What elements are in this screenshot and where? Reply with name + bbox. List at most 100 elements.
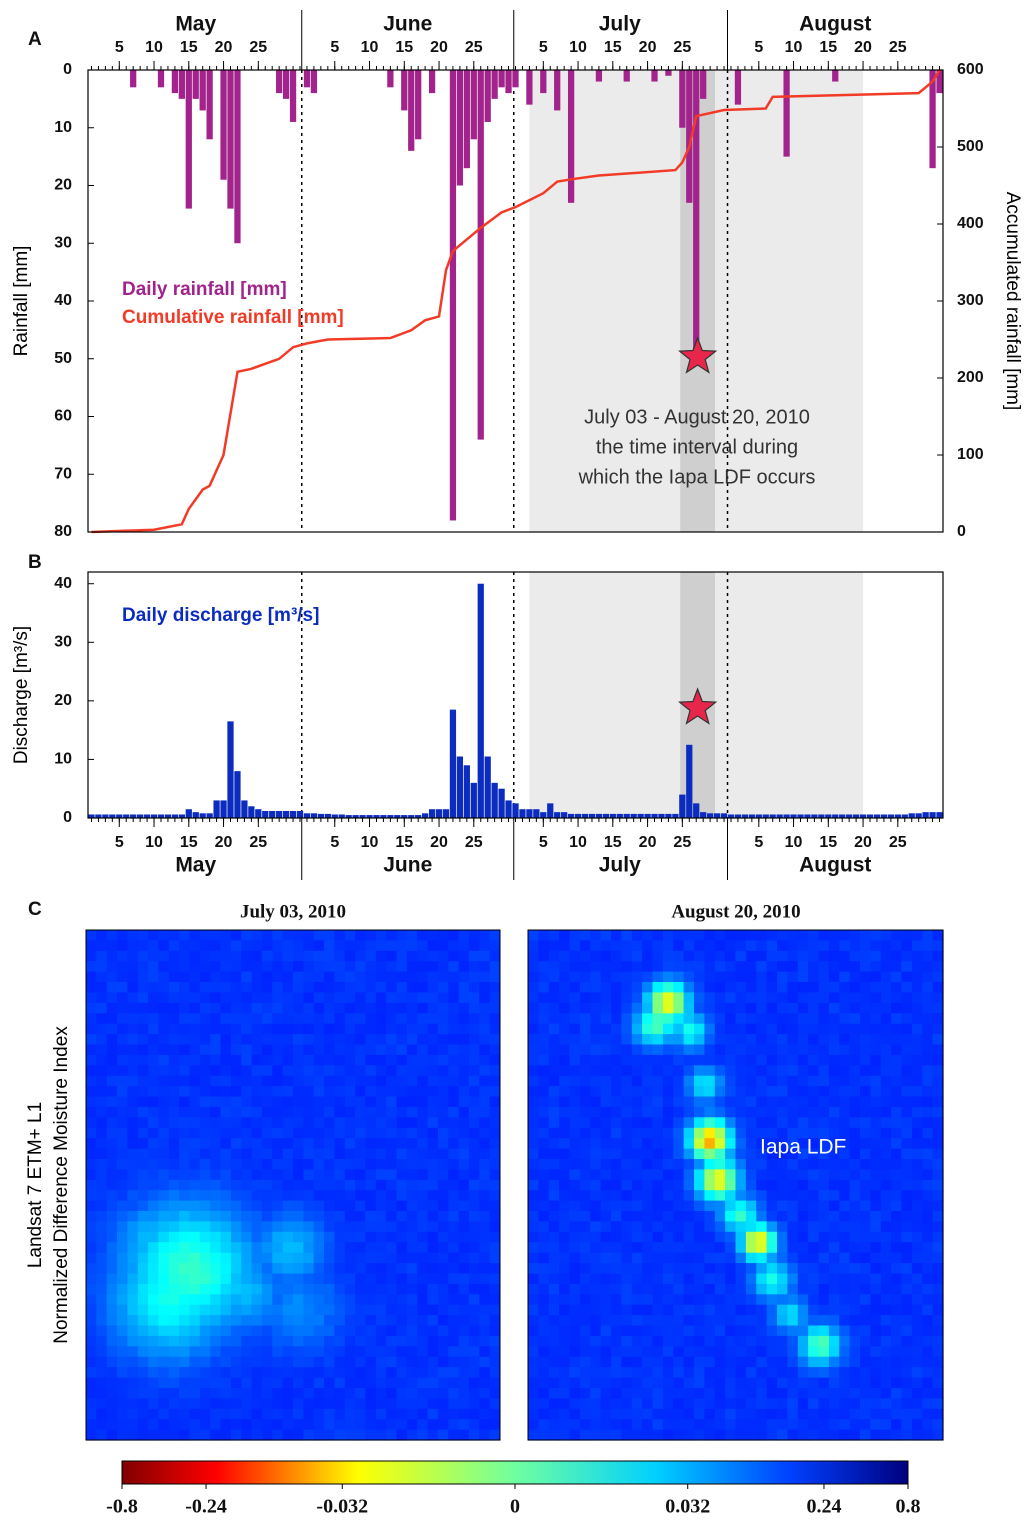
heatmap-pixel xyxy=(850,1201,861,1212)
heatmap-pixel xyxy=(580,1367,591,1378)
heatmap-pixel xyxy=(756,972,767,983)
heatmap-pixel xyxy=(148,1232,159,1243)
heatmap-pixel xyxy=(933,961,944,972)
heatmap-pixel xyxy=(933,1367,944,1378)
heatmap-pixel xyxy=(736,1013,747,1024)
heatmap-pixel xyxy=(736,1378,747,1389)
heatmap-pixel xyxy=(933,1107,944,1118)
heatmap-pixel xyxy=(912,1409,923,1420)
heatmap-pixel xyxy=(169,1430,180,1441)
heatmap-pixel xyxy=(200,992,211,1003)
heatmap-pixel xyxy=(549,1169,560,1180)
bar xyxy=(505,800,511,818)
heatmap-pixel xyxy=(210,1346,221,1357)
heatmap-pixel xyxy=(459,1159,470,1170)
heatmap-pixel xyxy=(490,1013,501,1024)
heatmap-pixel xyxy=(200,1003,211,1014)
heatmap-pixel xyxy=(469,1045,480,1056)
heatmap-pixel xyxy=(902,940,913,951)
heatmap-pixel xyxy=(241,1305,252,1316)
heatmap-pixel xyxy=(448,1128,459,1139)
heatmap-pixel xyxy=(210,1201,221,1212)
heatmap-pixel xyxy=(158,1086,169,1097)
heatmap-pixel xyxy=(107,1398,118,1409)
bar xyxy=(457,757,463,819)
heatmap-pixel xyxy=(933,1169,944,1180)
heatmap-pixel xyxy=(438,1201,449,1212)
heatmap-pixel xyxy=(355,1242,366,1253)
heatmap-pixel xyxy=(684,1097,695,1108)
heatmap-pixel xyxy=(787,1211,798,1222)
heatmap-pixel xyxy=(528,1190,539,1201)
heatmap-pixel xyxy=(590,1024,601,1035)
heatmap-pixel xyxy=(117,1284,128,1295)
heatmap-pixel xyxy=(231,1263,242,1274)
heatmap-pixel xyxy=(386,1097,397,1108)
heatmap-pixel xyxy=(819,951,830,962)
heatmap-pixel xyxy=(912,1430,923,1441)
heatmap-pixel xyxy=(673,1274,684,1285)
heatmap-pixel xyxy=(756,961,767,972)
heatmap-pixel xyxy=(107,1419,118,1430)
heatmap-pixel xyxy=(829,1086,840,1097)
heatmap-pixel xyxy=(355,1232,366,1243)
month-label: May xyxy=(175,13,216,36)
heatmap-pixel xyxy=(580,1398,591,1409)
heatmap-pixel xyxy=(756,1274,767,1285)
heatmap-pixel xyxy=(448,1430,459,1441)
heatmap-pixel xyxy=(293,1159,304,1170)
heatmap-pixel xyxy=(417,1336,428,1347)
heatmap-pixel xyxy=(819,1326,830,1337)
heatmap-pixel xyxy=(365,940,376,951)
heatmap-pixel xyxy=(96,1305,107,1316)
heatmap-pixel xyxy=(148,1305,159,1316)
heatmap-pixel xyxy=(767,1346,778,1357)
heatmap-pixel xyxy=(293,1117,304,1128)
heatmap-pixel xyxy=(117,930,128,941)
heatmap-pixel xyxy=(127,1045,138,1056)
heatmap-pixel xyxy=(210,1263,221,1274)
heatmap-pixel xyxy=(365,1190,376,1201)
heatmap-pixel xyxy=(231,1003,242,1014)
heatmap-pixel xyxy=(479,1003,490,1014)
heatmap-pixel xyxy=(397,1107,408,1118)
heatmap-pixel xyxy=(777,1326,788,1337)
heatmap-pixel xyxy=(86,951,97,962)
heatmap-pixel xyxy=(860,1211,871,1222)
heatmap-pixel xyxy=(549,1128,560,1139)
heatmap-pixel xyxy=(736,1263,747,1274)
heatmap-pixel xyxy=(653,1065,664,1076)
x-tick-label: 25 xyxy=(673,834,691,851)
heatmap-pixel xyxy=(283,1055,294,1066)
heatmap-pixel xyxy=(839,1284,850,1295)
heatmap-pixel xyxy=(148,1336,159,1347)
heatmap-pixel xyxy=(736,1138,747,1149)
heatmap-pixel xyxy=(407,940,418,951)
heatmap-pixel xyxy=(293,1242,304,1253)
heatmap-pixel xyxy=(386,951,397,962)
heatmap-pixel xyxy=(355,1055,366,1066)
heatmap-pixel xyxy=(303,1024,314,1035)
heatmap-pixel xyxy=(590,992,601,1003)
heatmap-pixel xyxy=(736,951,747,962)
heatmap-pixel xyxy=(839,1305,850,1316)
heatmap-pixel xyxy=(850,1065,861,1076)
heatmap-pixel xyxy=(663,1284,674,1295)
heatmap-pixel xyxy=(653,1211,664,1222)
heatmap-pixel xyxy=(345,1034,356,1045)
heatmap-pixel xyxy=(138,1169,149,1180)
heatmap-pixel xyxy=(469,1149,480,1160)
heatmap-pixel xyxy=(469,1284,480,1295)
heatmap-pixel xyxy=(438,961,449,972)
heatmap-pixel xyxy=(756,1086,767,1097)
heatmap-pixel xyxy=(252,1305,263,1316)
heatmap-pixel xyxy=(653,1409,664,1420)
heatmap-pixel xyxy=(881,1430,892,1441)
heatmap-pixel xyxy=(933,992,944,1003)
heatmap-pixel xyxy=(611,961,622,972)
heatmap-pixel xyxy=(912,1201,923,1212)
heatmap-pixel xyxy=(345,1169,356,1180)
heatmap-pixel xyxy=(190,1045,201,1056)
heatmap-pixel xyxy=(86,940,97,951)
heatmap-pixel xyxy=(252,1045,263,1056)
